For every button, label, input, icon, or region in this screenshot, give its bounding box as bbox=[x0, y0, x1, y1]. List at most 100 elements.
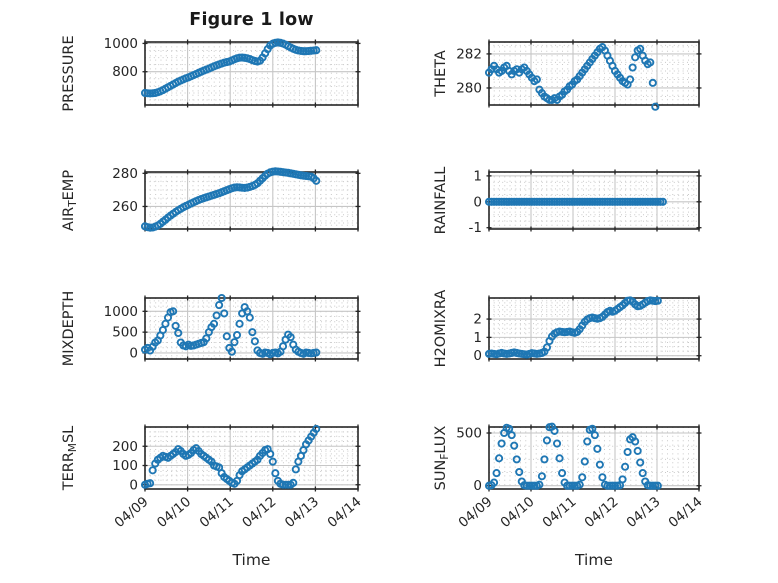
data-point bbox=[510, 441, 519, 450]
data-point bbox=[222, 332, 231, 341]
plot-terr_msl: 0 100 200 TERRMSL 04/09 04/10 04/11 04/12 04/13 0… bbox=[61, 424, 365, 569]
y-axis-label-sun_flux: SUNFLUX bbox=[433, 426, 451, 491]
data-point bbox=[621, 462, 630, 471]
data-point bbox=[220, 309, 229, 318]
plot-h2omixra: 0 1 2 H2OMIXRA bbox=[433, 290, 702, 367]
tick-marks bbox=[486, 39, 702, 108]
x-tick-label: 04/12 bbox=[239, 494, 279, 531]
y-axis-label-part: AIR bbox=[61, 207, 77, 231]
data-point bbox=[658, 197, 667, 206]
y-tick-label: -1 bbox=[469, 220, 482, 236]
data-point bbox=[227, 347, 236, 356]
data-point bbox=[312, 176, 321, 185]
data-point bbox=[558, 469, 567, 478]
data-point bbox=[540, 455, 549, 464]
data-point bbox=[271, 469, 280, 478]
scatter-series-sun_flux bbox=[484, 422, 662, 490]
plot-air_temp: 260 280 AIRTEMP bbox=[61, 166, 361, 232]
data-point bbox=[626, 75, 635, 84]
data-point bbox=[555, 454, 564, 463]
scatter-series-theta bbox=[484, 43, 660, 111]
data-point bbox=[648, 78, 657, 87]
y-tick-label: 1 bbox=[473, 168, 482, 184]
data-point bbox=[171, 321, 180, 330]
data-point bbox=[286, 333, 295, 342]
plot-border bbox=[144, 41, 359, 106]
data-point bbox=[312, 46, 321, 55]
y-tick-label: 0 bbox=[473, 194, 482, 210]
x-tick-label: 04/13 bbox=[623, 494, 663, 531]
y-tick-label: 800 bbox=[112, 64, 138, 80]
y-axis-label-part: TERR bbox=[61, 452, 77, 491]
data-point bbox=[590, 431, 599, 440]
data-point bbox=[593, 444, 602, 453]
data-point bbox=[535, 480, 544, 489]
y-axis-label-part: EMP bbox=[61, 170, 77, 201]
scatter-series-h2omixra bbox=[484, 296, 662, 359]
data-point bbox=[232, 331, 242, 340]
x-tick-label: 04/10 bbox=[154, 494, 194, 531]
data-point bbox=[148, 466, 157, 475]
plot-theta: 280 282 THETA bbox=[433, 39, 702, 111]
plot-mixdepth: 0 500 1000 MIXDEPTH bbox=[61, 291, 361, 366]
data-point bbox=[209, 319, 219, 328]
scatter-series-terr_msl bbox=[140, 424, 321, 489]
data-point bbox=[537, 472, 546, 481]
x-tick-label: 04/10 bbox=[497, 494, 537, 531]
minor-grid bbox=[145, 42, 358, 105]
tick-marks bbox=[142, 169, 361, 232]
data-point bbox=[174, 328, 183, 338]
data-point bbox=[631, 437, 640, 446]
data-point bbox=[505, 424, 514, 433]
x-tick-label: 04/09 bbox=[455, 494, 495, 531]
data-point bbox=[542, 343, 552, 352]
y-tick-label: 0 bbox=[129, 477, 138, 493]
data-point bbox=[289, 478, 298, 487]
y-tick-label: 0 bbox=[473, 478, 482, 494]
data-point bbox=[598, 473, 607, 482]
data-point bbox=[633, 446, 642, 455]
y-tick-label: 1000 bbox=[104, 36, 138, 52]
x-tick-label: 04/11 bbox=[197, 494, 237, 531]
data-point bbox=[497, 439, 506, 448]
y-axis-label-part: MIXDEPTH bbox=[61, 291, 77, 367]
y-tick-label: 500 bbox=[456, 426, 482, 442]
y-tick-label: 2 bbox=[473, 312, 482, 328]
data-point bbox=[578, 473, 587, 482]
y-axis-label-part: SL bbox=[61, 426, 77, 443]
data-point bbox=[618, 475, 627, 484]
scatter-series-rainfall bbox=[484, 197, 667, 206]
data-point bbox=[653, 296, 662, 305]
plot-border bbox=[488, 297, 700, 360]
data-point bbox=[495, 454, 504, 463]
data-point bbox=[575, 480, 584, 489]
figure-title: Figure 1 low bbox=[189, 10, 314, 30]
x-tick-label: 04/13 bbox=[282, 494, 322, 531]
data-point bbox=[250, 337, 259, 346]
data-point bbox=[636, 458, 645, 467]
data-point bbox=[580, 457, 589, 466]
y-axis-label-pressure: PRESSURE bbox=[61, 35, 77, 111]
y-axis-label-h2omixra: H2OMIXRA bbox=[433, 290, 449, 368]
y-axis-label-theta: THETA bbox=[433, 50, 449, 98]
data-point bbox=[588, 424, 597, 433]
data-point bbox=[653, 481, 662, 490]
x-tick-label: 04/14 bbox=[665, 494, 705, 531]
scatter-series-mixdepth bbox=[140, 293, 321, 359]
data-point bbox=[245, 313, 254, 322]
data-point bbox=[542, 436, 552, 445]
y-tick-label: 500 bbox=[112, 325, 138, 341]
data-point bbox=[212, 311, 221, 320]
y-axis-label-subscript: M bbox=[67, 443, 79, 452]
data-point bbox=[217, 293, 226, 303]
data-point bbox=[552, 439, 562, 448]
y-axis-label-subscript: F bbox=[439, 454, 451, 460]
y-tick-label: 280 bbox=[456, 80, 482, 96]
tick-marks bbox=[486, 295, 702, 362]
y-axis-label-part: RAINFALL bbox=[433, 167, 449, 235]
data-point bbox=[583, 437, 592, 446]
x-axis-title: Time bbox=[232, 551, 271, 569]
data-point bbox=[243, 307, 252, 316]
plot-rainfall: -1 0 1 RAINFALL bbox=[433, 167, 702, 236]
